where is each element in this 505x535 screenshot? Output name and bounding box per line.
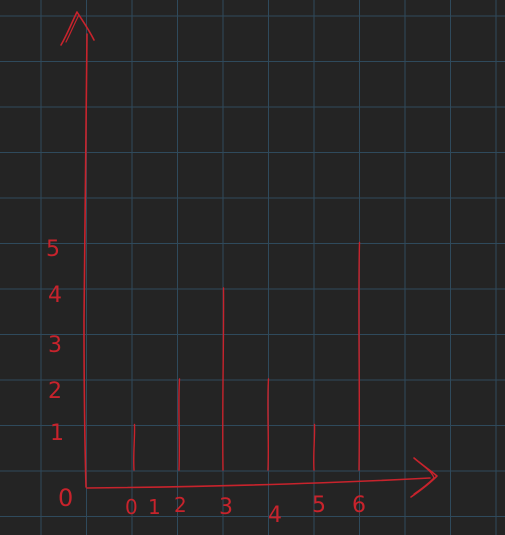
y-tick-labels: 1 2 3 4 5 (46, 237, 64, 446)
y-tick-2: 2 (48, 379, 62, 404)
x-tick-3: 3 (219, 495, 233, 520)
y-tick-4: 4 (48, 283, 62, 308)
bar-stick-3 (222, 287, 225, 471)
x-tick-2: 2 (174, 493, 187, 517)
x-tick-0: 0 (125, 495, 138, 519)
origin-label: 0 (58, 484, 73, 512)
bar-stick-1 (133, 423, 136, 471)
x-tick-6: 6 (352, 493, 366, 518)
y-tick-5: 5 (46, 237, 60, 262)
bar-stick-4 (267, 378, 270, 471)
x-tick-1: 1 (148, 495, 161, 519)
bar-stick-6 (358, 241, 361, 471)
bar-sticks (133, 241, 361, 471)
x-tick-labels: 0 1 2 3 4 5 6 (125, 493, 366, 528)
y-axis (60, 11, 95, 488)
bar-stick-5 (313, 423, 316, 471)
bar-stick-2 (178, 378, 181, 471)
y-tick-3: 3 (48, 333, 62, 358)
x-tick-4: 4 (268, 503, 282, 528)
y-tick-1: 1 (50, 421, 64, 446)
x-tick-5: 5 (312, 493, 326, 518)
x-axis (86, 457, 438, 498)
